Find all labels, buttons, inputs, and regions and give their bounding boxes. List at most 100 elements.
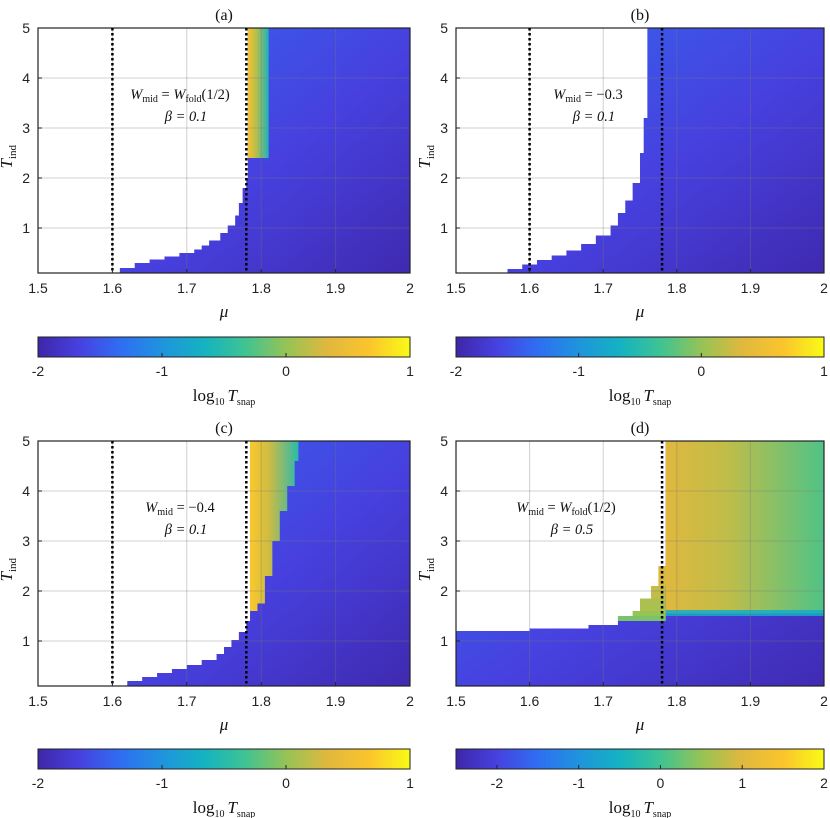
cb-log-sub: 10 (214, 809, 224, 818)
boundary-step (617, 616, 666, 621)
cb-var-sub: snap (237, 809, 255, 818)
annotation-line-2: β = 0.1 (164, 109, 207, 125)
x-tick-label: 1.6 (103, 280, 123, 296)
y-tick-label: 1 (22, 220, 30, 236)
y-axis-label: Tind (0, 144, 19, 168)
annotation-line-1: Wmid = Wfold(1/2) (130, 87, 230, 105)
colorbar-tick-label: -1 (572, 775, 585, 791)
cb-var: T (643, 386, 654, 405)
ann-arg: (1/2) (202, 87, 230, 103)
x-tick-label: 1.7 (177, 693, 197, 709)
y-tick-label: 4 (22, 70, 30, 86)
hot-band (250, 441, 299, 611)
colorbar (455, 336, 825, 358)
y-tick-label: 4 (440, 70, 448, 86)
y-tick-label: 4 (22, 483, 30, 499)
y-label-var: T (0, 571, 16, 582)
y-label-var: T (0, 158, 16, 169)
cb-var-sub: snap (237, 397, 255, 408)
y-axis-label: Tind (0, 557, 19, 581)
heatmap-region (492, 28, 824, 273)
colorbar-tick-label: -2 (32, 363, 45, 379)
panel-b: 1.5 1.6 1.7 1.8 1.9 2 1 2 3 4 5 (b) μ Tind Wmid = −0.3… (415, 7, 828, 408)
x-tick-label: 1.7 (593, 280, 613, 296)
x-tick-label: 1.9 (741, 280, 761, 296)
colorbar-tick-label: -2 (491, 775, 504, 791)
x-tick-label: 1.8 (251, 280, 271, 296)
colorbar (37, 336, 411, 358)
cb-log-sub: 10 (214, 397, 224, 408)
panel-title: (d) (631, 420, 650, 437)
y-label-sub: ind (7, 144, 19, 159)
colorbar-tick-label: -2 (450, 363, 463, 379)
annotation-line-1: Wmid = −0.4 (145, 500, 215, 518)
ann-value: −0.3 (596, 87, 622, 103)
x-tick-label: 2 (406, 693, 414, 709)
ann-arg: (1/2) (588, 500, 616, 516)
y-tick-label: 1 (440, 633, 448, 649)
colorbar (455, 748, 825, 770)
y-tick-label: 3 (22, 533, 30, 549)
x-tick-label: 1.8 (667, 280, 687, 296)
ann-sub: mid (157, 507, 173, 518)
x-tick-label: 1.5 (28, 280, 48, 296)
y-tick-label: 3 (440, 533, 448, 549)
cb-log-sub: 10 (630, 809, 640, 818)
x-axis-label: μ (635, 715, 645, 734)
y-tick-label: 2 (440, 170, 448, 186)
x-tick-label: 1.9 (326, 280, 346, 296)
colorbar-tick-label: 0 (697, 363, 705, 379)
x-tick-label: 1.5 (28, 693, 48, 709)
colorbar-label: log10 Tsnap (609, 798, 672, 818)
colorbar-tick-label: -1 (572, 363, 585, 379)
x-tick-label: 1.6 (520, 693, 540, 709)
y-tick-label: 1 (440, 220, 448, 236)
cb-log: log (609, 386, 631, 405)
y-tick-label: 4 (440, 483, 448, 499)
plot-frame (455, 27, 825, 274)
boundary-step (632, 611, 666, 616)
ann-var: W (173, 87, 187, 103)
cb-var-sub: snap (653, 397, 671, 408)
x-tick-label: 1.5 (446, 280, 466, 296)
cb-var: T (643, 798, 654, 817)
y-tick-label: 2 (440, 583, 448, 599)
y-tick-label: 1 (22, 633, 30, 649)
ann-eq: = (158, 87, 173, 103)
x-tick-label: 1.8 (667, 693, 687, 709)
annotation-line-2: β = 0.5 (550, 522, 593, 538)
hot-band (665, 441, 824, 614)
ann-eq: = (173, 500, 188, 516)
y-tick-label: 5 (22, 20, 30, 36)
colorbar-tick-label: 2 (820, 775, 828, 791)
cb-var: T (227, 386, 238, 405)
y-label-sub: ind (425, 144, 437, 159)
x-tick-label: 2 (406, 280, 414, 296)
boundary-step (651, 586, 666, 599)
y-label-sub: ind (7, 557, 19, 572)
cb-log-sub: 10 (630, 397, 640, 408)
ann-sub: fold (571, 507, 587, 518)
y-tick-label: 3 (440, 120, 448, 136)
cb-var-sub: snap (653, 809, 671, 818)
ann-eq: = (581, 87, 596, 103)
ann-sub: mid (565, 94, 581, 105)
y-label-var: T (415, 158, 434, 169)
colorbar-tick-label: 0 (282, 775, 290, 791)
colorbar (37, 748, 411, 770)
annotation-line-2: β = 0.1 (572, 109, 615, 125)
y-tick-label: 5 (440, 20, 448, 36)
ann-var: W (130, 87, 144, 103)
panel-c: 1.5 1.6 1.7 1.8 1.9 2 1 2 3 4 5 (c) μ Tind Wmid = −0.4… (0, 420, 414, 818)
x-tick-label: 1.8 (251, 693, 271, 709)
panel-d: 1.5 1.6 1.7 1.8 1.9 2 1 2 3 4 5 (d) μ Tind Wmid = Wfol… (415, 420, 828, 818)
colorbar-tick-label: 1 (406, 775, 414, 791)
y-tick-label: 3 (22, 120, 30, 136)
x-tick-label: 1.7 (593, 693, 613, 709)
annotation-line-1: Wmid = Wfold(1/2) (516, 500, 616, 518)
colorbar-tick-label: 1 (738, 775, 746, 791)
annotation-line-1: Wmid = −0.3 (553, 87, 622, 105)
y-axis-label: Tind (415, 144, 437, 168)
panel-title: (c) (215, 420, 233, 437)
cb-log: log (193, 798, 215, 817)
